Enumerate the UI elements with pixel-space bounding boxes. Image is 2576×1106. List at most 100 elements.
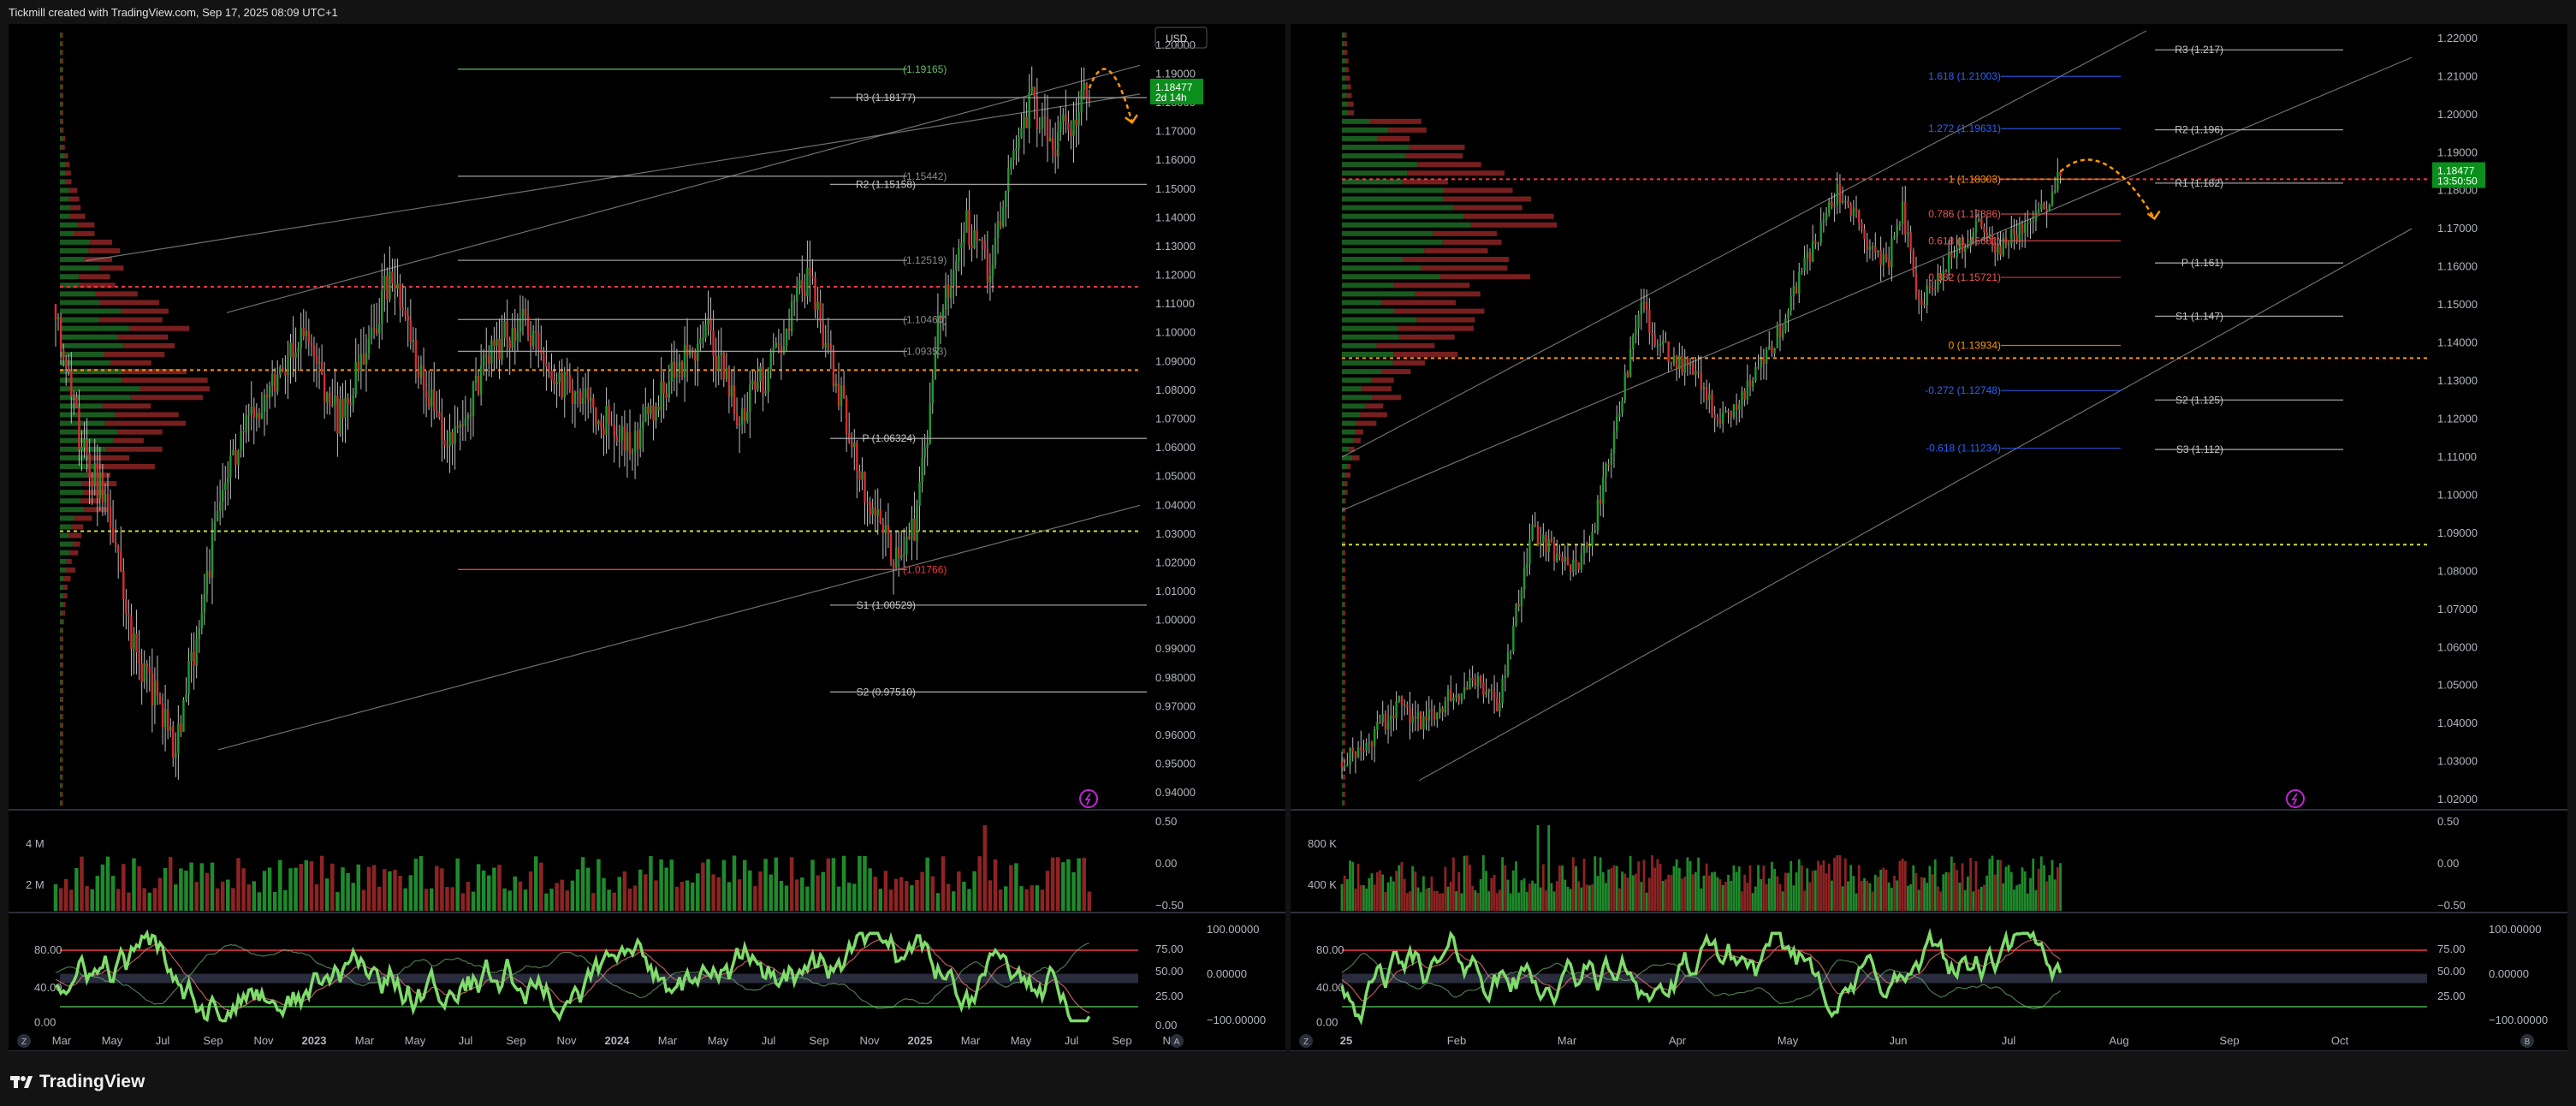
volume-profile-buy-bar: [1342, 127, 1389, 133]
volume-bar: [1522, 878, 1526, 911]
candle-body: [255, 413, 258, 418]
candle-body: [1947, 253, 1950, 273]
candle-body: [981, 239, 983, 242]
volume-profile-buy-bar: [1342, 705, 1344, 711]
volume-bar: [1629, 855, 1632, 911]
price-axis-tick: 1.08000: [2437, 564, 2478, 577]
volume-profile-sell-bar: [1398, 325, 1474, 331]
volume-bar: [1449, 882, 1452, 911]
volume-bar: [1481, 855, 1485, 911]
volume-bar: [1487, 891, 1491, 911]
right-chart-panel[interactable]: 1.22000 1.21000 1.20000 1.19000 1.18000 1.170…: [1291, 24, 2567, 1051]
volume-profile-buy-bar: [1342, 740, 1344, 746]
volume-profile-sell-bar: [1453, 205, 1522, 211]
candle-body: [341, 399, 344, 419]
candle-body: [1455, 694, 1457, 698]
volume-bar: [1724, 882, 1727, 911]
candle-body: [1882, 254, 1885, 265]
candle-body: [1695, 371, 1697, 375]
volume-profile-buy-bar: [1342, 619, 1344, 625]
volume-bar: [1536, 825, 1540, 911]
volume-profile-buy-bar: [1342, 498, 1344, 504]
volume-bar: [1939, 891, 1942, 911]
volume-profile-sell-bar: [1365, 403, 1384, 409]
volume-profile-sell-bar: [117, 334, 169, 340]
volume-bar: [226, 879, 230, 911]
volume-bar: [1615, 865, 1618, 911]
volume-bar: [1588, 885, 1591, 911]
candle-body: [1015, 148, 1018, 151]
volume-bar: [1405, 893, 1409, 911]
volume-profile-buy-bar: [60, 265, 100, 271]
candle-body: [2002, 237, 2004, 255]
left-chart-panel[interactable]: 1.200001.190001.180001.170001.160001.150…: [9, 24, 1285, 1051]
tradingview-brand[interactable]: TradingView: [10, 1072, 145, 1092]
candle-body: [889, 533, 893, 562]
right-chart-svg[interactable]: 1.220001.210001.200001.190001.180001.170…: [1291, 24, 2567, 1051]
volume-profile-sell-bar: [1403, 257, 1509, 263]
volume-bar: [1781, 891, 1784, 911]
volume-bar: [597, 859, 601, 911]
volume-profile-buy-bar: [60, 645, 62, 651]
volume-bar: [1743, 874, 1747, 911]
candle-body: [618, 440, 620, 442]
level-label: (1.10460): [903, 313, 947, 325]
fib-level-label: -0.618 (1.11234): [1926, 443, 2001, 455]
volume-profile-sell-bar: [61, 800, 63, 806]
volume-bar: [1661, 880, 1665, 911]
volume-bar: [262, 871, 267, 911]
volume-bar: [1610, 868, 1613, 911]
volume-profile-buy-bar: [60, 282, 80, 288]
candle-body: [441, 417, 443, 441]
candle-body: [1545, 534, 1547, 553]
volume-profile-buy-bar: [60, 58, 62, 64]
candle-body: [143, 663, 145, 682]
candle-body: [702, 337, 704, 340]
volume-profile-buy-bar: [1342, 110, 1349, 116]
volume-profile-sell-bar: [1344, 791, 1345, 797]
candle-body: [268, 386, 271, 398]
volume-bar: [398, 876, 402, 911]
volume-bar: [1852, 876, 1855, 911]
volume-bar: [1695, 871, 1697, 911]
volume-profile-buy-bar: [1342, 524, 1344, 530]
candle-body: [531, 330, 535, 347]
candle-body: [733, 385, 736, 413]
candle-body: [874, 508, 876, 516]
candle-body: [1825, 212, 1828, 221]
candle-body: [1672, 355, 1676, 364]
left-chart-svg[interactable]: 1.200001.190001.180001.170001.160001.150…: [9, 24, 1285, 1051]
volume-profile-buy-bar: [60, 687, 62, 693]
candle-body: [1681, 355, 1683, 373]
price-axis-tick: 0.97000: [1155, 699, 1196, 712]
price-axis-tick: 0.99000: [1155, 642, 1196, 655]
volume-bar: [1446, 886, 1450, 911]
volume-profile-buy-bar: [60, 257, 85, 263]
volume-bar: [716, 877, 721, 911]
volume-profile-buy-bar: [60, 740, 62, 746]
candle-body: [270, 373, 274, 387]
candle-body: [511, 327, 513, 348]
currency-selector[interactable]: [1154, 27, 1208, 49]
candle-body: [647, 407, 650, 414]
candle-body: [381, 290, 383, 324]
candle-body: [864, 472, 866, 502]
candle-body: [1586, 545, 1588, 547]
volume-profile-buy-bar: [60, 101, 62, 107]
osc-signal-line: [1341, 938, 2061, 1002]
candle-body: [1811, 241, 1814, 262]
candle-body: [1879, 250, 1882, 265]
candle-body: [166, 709, 169, 731]
candle-body: [662, 381, 665, 394]
volume-profile-sell-bar: [1404, 153, 1463, 159]
candle-body: [1956, 248, 1958, 257]
volume-profile-sell-bar: [90, 239, 113, 245]
volume-profile-sell-bar: [95, 291, 138, 297]
candle-body: [438, 412, 441, 418]
candle-body: [597, 420, 600, 425]
volume-profile-buy-bar: [60, 239, 91, 245]
volume-bar: [544, 893, 549, 911]
volume-profile-sell-bar: [1346, 84, 1351, 90]
volume-bar: [413, 859, 418, 911]
candle-body: [1409, 706, 1411, 723]
